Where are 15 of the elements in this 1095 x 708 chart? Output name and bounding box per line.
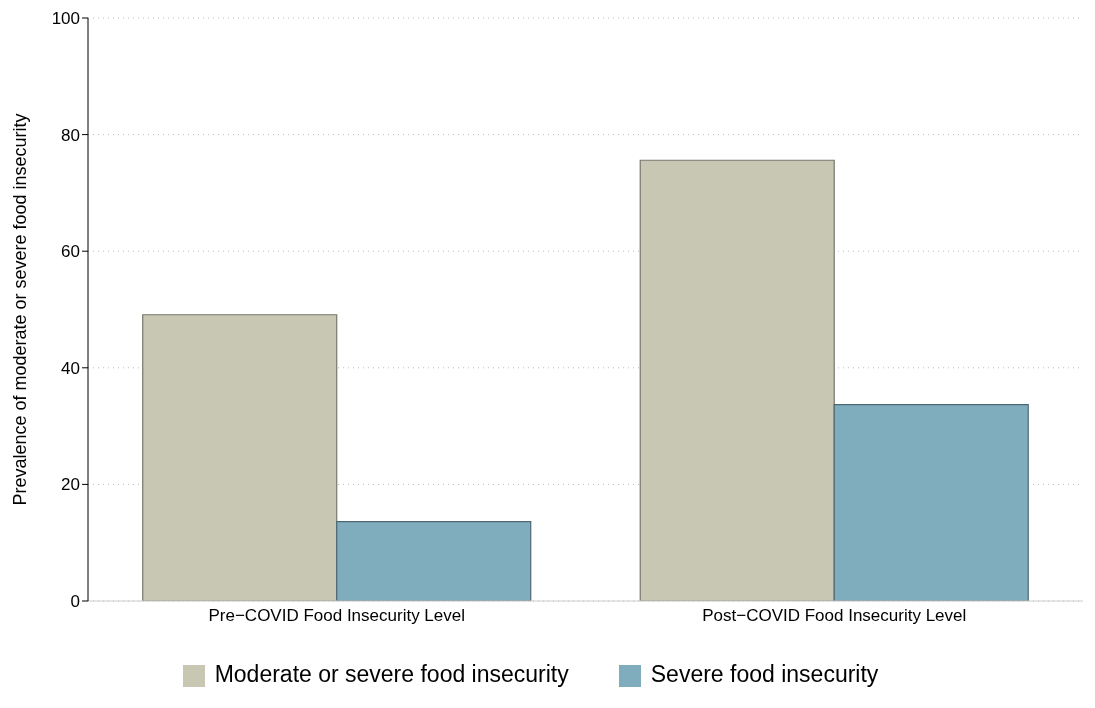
y-tick-label: 60: [61, 242, 80, 262]
y-tick-label: 100: [51, 9, 80, 29]
bar: [833, 403, 1029, 601]
x-tick-label: Pre−COVID Food Insecurity Level: [208, 606, 466, 626]
legend-label: Moderate or severe food insecurity: [214, 661, 569, 687]
y-tick-label: 20: [61, 475, 80, 495]
y-axis-title: Prevalence of moderate or severe food insecurity: [10, 113, 31, 506]
x-tick-label: Post−COVID Food Insecurity Level: [702, 606, 967, 626]
bar: [142, 314, 338, 601]
legend-label: Severe food insecurity: [650, 661, 879, 687]
y-tick-label: 80: [61, 125, 80, 145]
bar: [639, 159, 835, 601]
y-tick-label: 40: [61, 358, 80, 378]
y-tick-label: 0: [70, 592, 80, 612]
bar: [336, 521, 532, 601]
